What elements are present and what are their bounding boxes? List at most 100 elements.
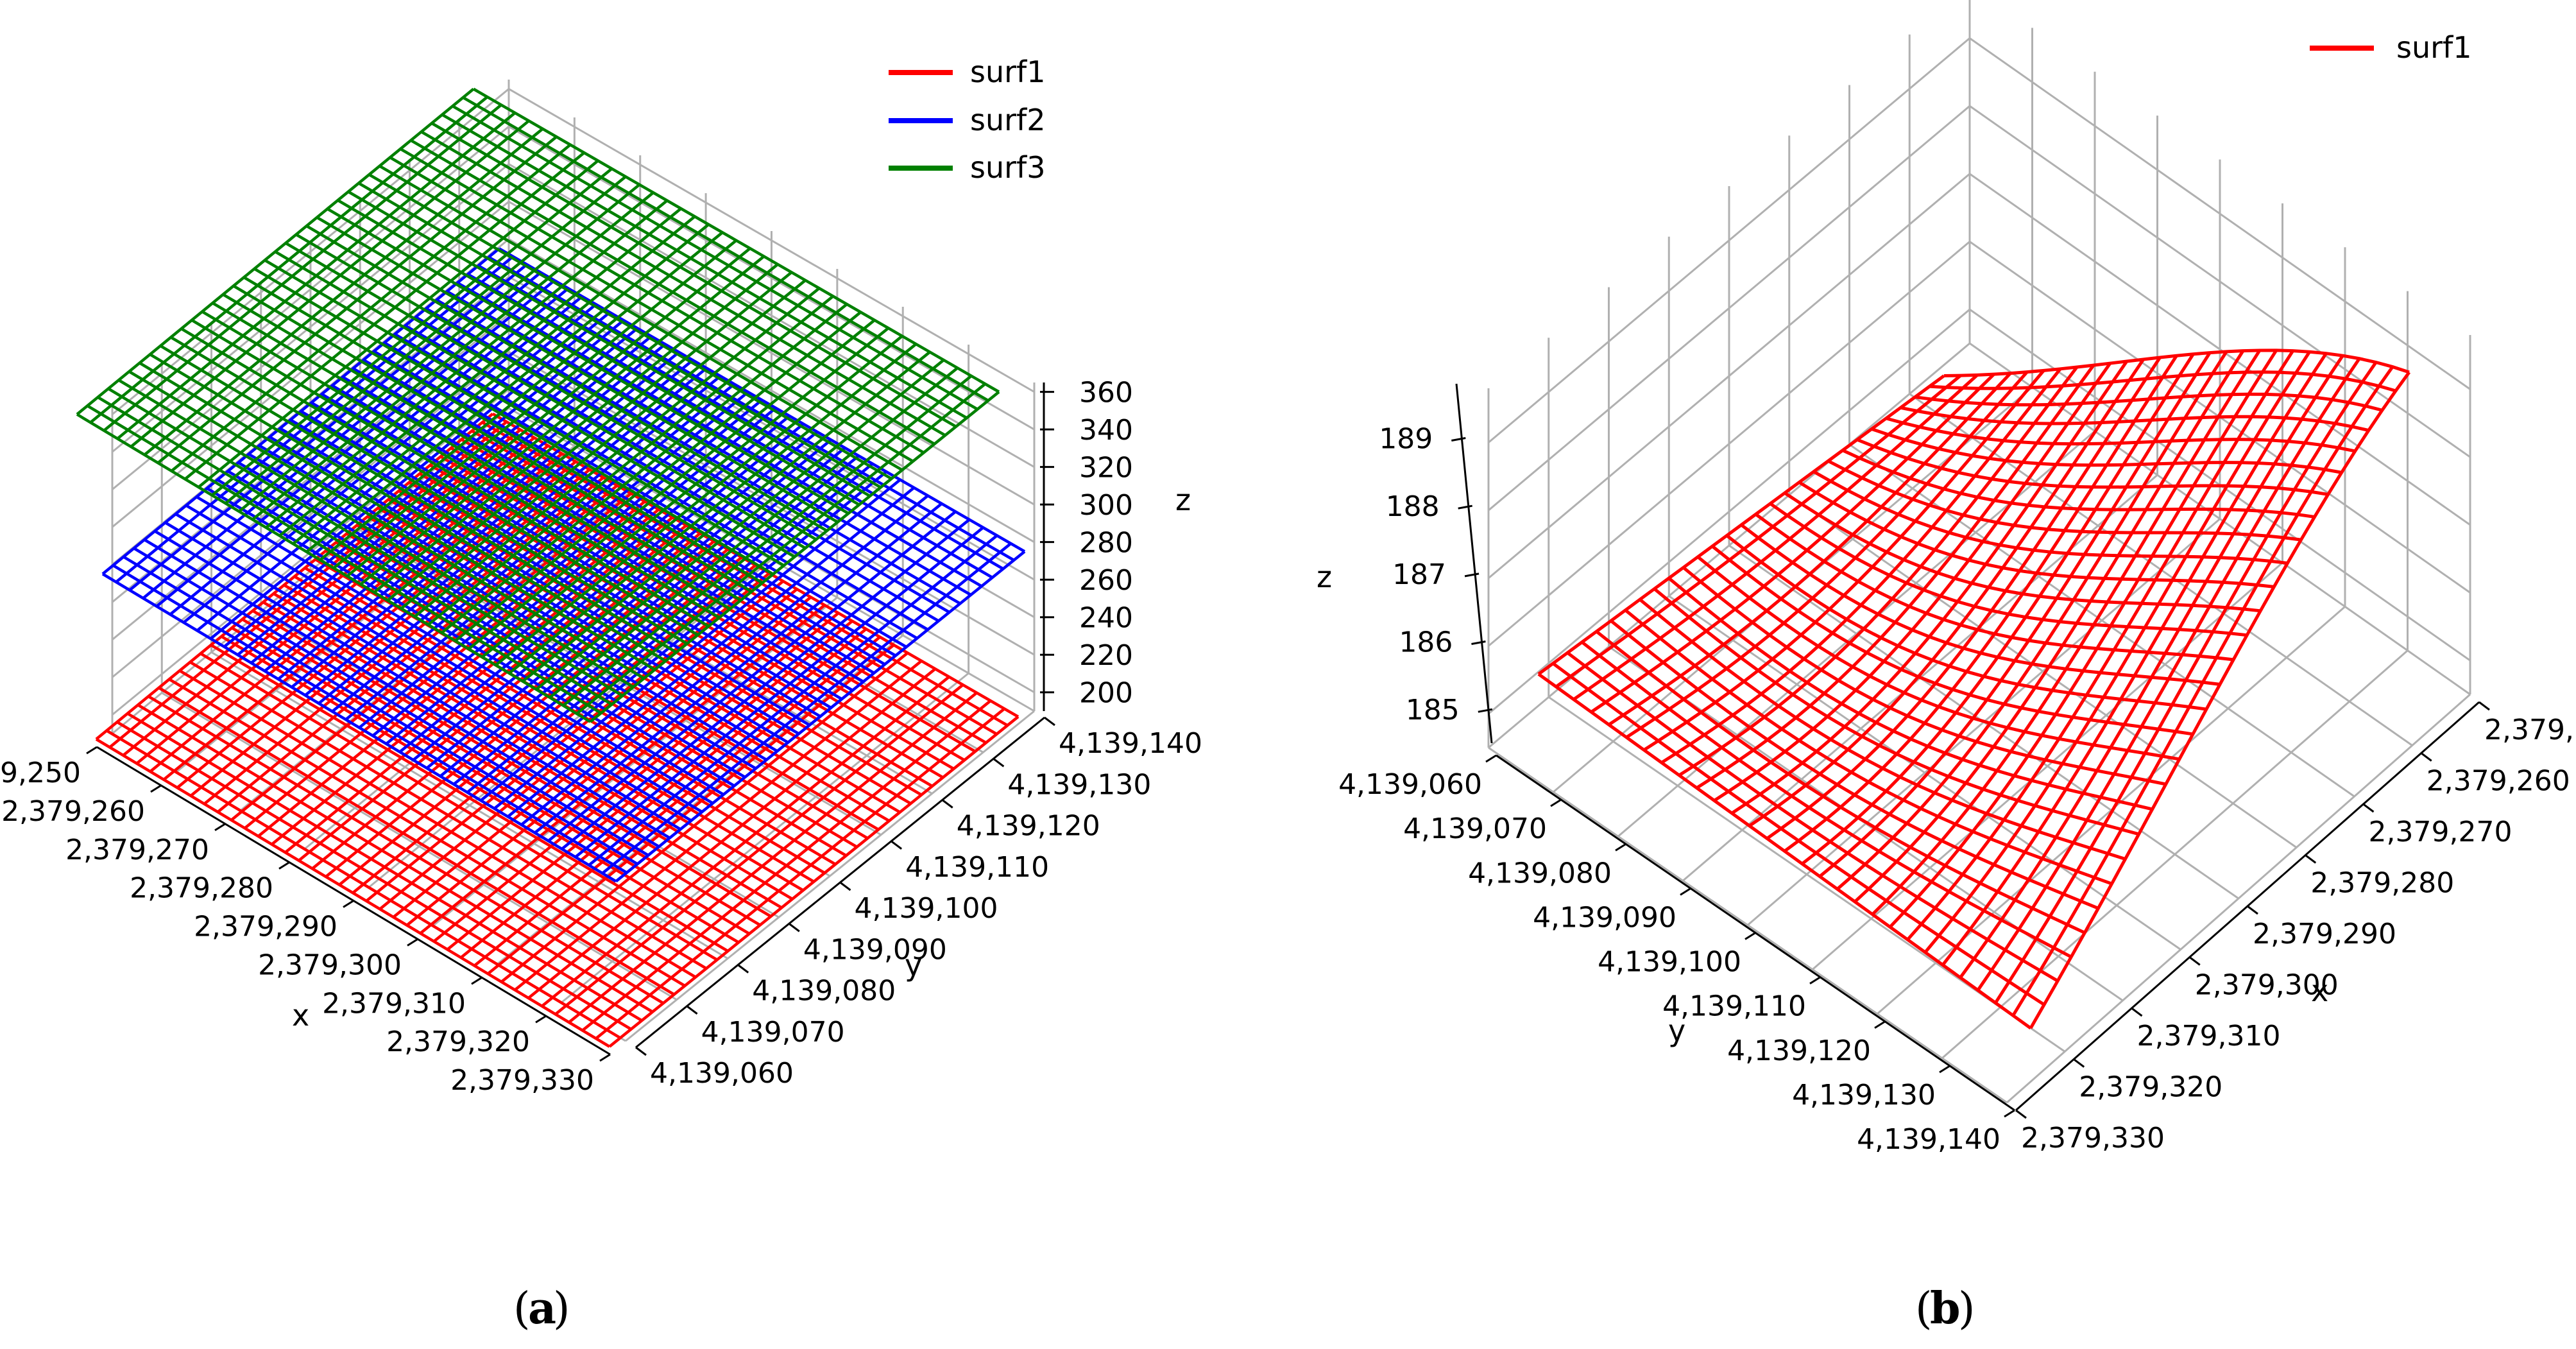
y-tick	[839, 881, 851, 891]
x-tick	[471, 976, 482, 985]
surface-mesh-line	[419, 604, 826, 935]
chart-b-axes: 4,139,060 4,139,070 4,139,080 4,139,090 4,13…	[1317, 383, 2576, 1156]
surface-mesh-line	[1798, 481, 2274, 589]
grid-line	[625, 710, 1035, 1042]
surface-mesh-line	[1889, 349, 2278, 929]
x-tick-label: 2,379,270	[65, 834, 209, 866]
surface-mesh-line	[425, 307, 950, 614]
surface-mesh-line	[472, 87, 1000, 393]
surface-mesh-line	[414, 316, 940, 623]
surface-mesh-line	[1813, 470, 2288, 565]
legend-a-surf2-label: surf2	[970, 103, 1046, 137]
z-axis-label: z	[1317, 560, 1332, 594]
surface-mesh-line	[1755, 513, 2234, 662]
legend-b-surf1-label: surf1	[2396, 30, 2472, 65]
y-tick	[635, 1046, 647, 1056]
surface-mesh-line	[2011, 366, 2394, 1017]
y-tick	[1615, 843, 1626, 852]
x-tick-label: 2,379,330	[450, 1064, 594, 1097]
surface-mesh-line	[359, 255, 765, 586]
x-tick	[2420, 752, 2432, 762]
surface-mesh-line	[300, 409, 821, 718]
chart-a-surfaces	[76, 87, 1026, 1048]
surface-mesh-line	[1784, 492, 2261, 613]
surface-mesh-line	[363, 358, 886, 666]
surface-mesh-line	[1929, 370, 2396, 393]
x-tick-label: 2,379,300	[258, 949, 402, 981]
x-tick	[278, 861, 290, 870]
x-tick-label: 2,379,330	[2021, 1122, 2165, 1155]
x-tick	[2073, 1058, 2085, 1068]
z-axis-label: z	[1175, 483, 1191, 517]
y-tick-label: 4,139,070	[1403, 812, 1547, 845]
surface-mesh-line	[462, 96, 989, 402]
surface-surf1	[1537, 348, 2411, 1030]
surface-mesh-line	[441, 303, 848, 634]
y-tick	[993, 758, 1005, 768]
surface-mesh-line	[1841, 449, 2315, 519]
y-tick-label: 4,139,140	[1857, 1123, 2000, 1156]
surface-mesh-line	[431, 122, 957, 428]
surface-mesh-line	[441, 113, 968, 420]
surface-mesh-line	[1856, 438, 2328, 496]
surface-mesh-line	[95, 413, 494, 741]
surface-mesh-line	[507, 486, 915, 818]
x-tick	[2131, 1007, 2143, 1017]
grid-line	[1848, 443, 2355, 798]
legend-a-surf3-label: surf3	[970, 150, 1046, 185]
surface-mesh-line	[487, 644, 895, 975]
surface-mesh-line	[1915, 392, 2383, 412]
grid-line	[1969, 342, 2471, 696]
surface-mesh-line	[549, 366, 959, 699]
y-tick	[891, 840, 903, 850]
x-tick	[2478, 701, 2490, 711]
surface-mesh-line	[522, 350, 931, 683]
surface-mesh-line	[454, 311, 862, 642]
surface-mesh-line	[293, 575, 815, 883]
z-tick-label: 280	[1079, 527, 1133, 560]
surface-mesh-line	[534, 503, 943, 834]
z-tick-label: 340	[1079, 414, 1133, 447]
y-tick	[1680, 888, 1691, 896]
x-tick	[2188, 956, 2201, 966]
grid-line	[1788, 494, 2298, 848]
caption-a: ( a )	[513, 1283, 570, 1334]
x-axis-label: x	[2311, 974, 2328, 1008]
z-tick	[1471, 640, 1486, 645]
z-tick-label: 220	[1079, 639, 1133, 672]
y-tick	[1485, 754, 1497, 763]
surface-mesh-line	[311, 401, 832, 709]
surface-mesh-line	[495, 334, 903, 667]
grid-line	[1488, 308, 2471, 715]
surface-mesh-line	[373, 350, 896, 657]
surface-mesh-line	[1900, 406, 2369, 433]
z-tick	[1458, 504, 1472, 510]
y-tick-label: 4,139,130	[1007, 768, 1151, 801]
surface-mesh-line	[535, 359, 945, 691]
grid-line	[112, 125, 1035, 453]
x-tick-label: 2,379,280	[2310, 867, 2454, 900]
surface-mesh-line	[346, 247, 751, 578]
y-tick-label: 4,139,120	[957, 810, 1100, 843]
x-tick	[86, 746, 98, 755]
chart-a-axes: 2,379,250 2,379,260 2,379,270 2,379,280 2,37…	[0, 377, 1202, 1097]
chart-a-legend: surf1 surf2 surf3	[889, 55, 1046, 185]
x-tick-label: 2,379,310	[322, 987, 466, 1020]
surface-mesh-line	[420, 130, 946, 437]
surface-mesh-line	[574, 526, 984, 859]
surface-mesh-line	[386, 271, 793, 602]
surface-mesh-line	[589, 390, 1000, 723]
x-tick	[2362, 803, 2375, 813]
surface-mesh-line	[595, 707, 1005, 1040]
surface-mesh-line	[436, 298, 961, 605]
surface-mesh-line	[392, 588, 798, 918]
surface-mesh-line	[601, 542, 1012, 875]
surface-mesh-line	[547, 510, 957, 843]
y-tick	[941, 799, 953, 809]
x-tick	[2247, 905, 2258, 915]
y-tick	[1044, 716, 1055, 726]
chart-panel-b: 4,139,060 4,139,070 4,139,080 4,139,090 4,13…	[1317, 0, 2576, 1334]
y-tick	[788, 923, 800, 932]
svg-text:(: (	[1915, 1284, 1932, 1334]
surface-mesh-line	[2029, 371, 2411, 1029]
